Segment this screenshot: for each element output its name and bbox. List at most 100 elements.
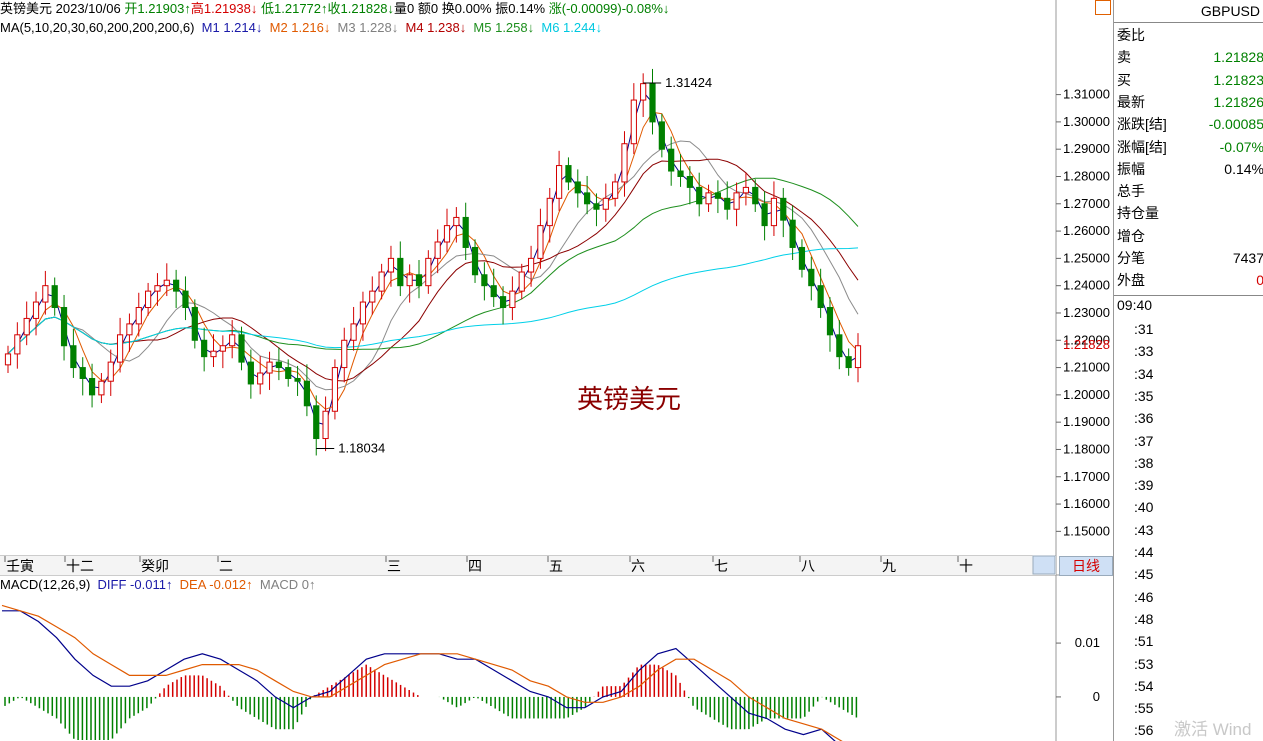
bar-date: 2023/10/06 bbox=[55, 1, 121, 16]
tick-time: :44 bbox=[1134, 544, 1154, 560]
panel-row-label: 买 bbox=[1117, 71, 1131, 88]
tick-time: :38 bbox=[1134, 454, 1154, 471]
chart-canvas: 1.31000 1.30000 1.29000 1.28000 1.27000 1.260… bbox=[0, 0, 1113, 741]
panel-divider bbox=[1114, 22, 1263, 23]
candle-body bbox=[229, 334, 236, 347]
tick-time: :48 bbox=[1134, 610, 1154, 627]
candle-body bbox=[88, 377, 96, 396]
candle-body bbox=[154, 285, 161, 292]
panel-row-label: 增仓 bbox=[1117, 227, 1145, 244]
panel-row: 涨跌[结] -0.00085 bbox=[1114, 113, 1263, 135]
tick-time: :40 bbox=[1134, 499, 1154, 516]
x-axis-band bbox=[0, 556, 1056, 575]
period-button[interactable]: 日线 bbox=[1059, 556, 1113, 576]
candle-body bbox=[4, 353, 12, 366]
panel-row-value: -0.00085 bbox=[1208, 116, 1263, 133]
y-tick-label: 1.20000 bbox=[1063, 387, 1110, 402]
high-value: 1.21938 bbox=[203, 1, 251, 16]
candle-body bbox=[798, 246, 806, 270]
ma4-line bbox=[7, 158, 859, 382]
moving-average-lines bbox=[7, 90, 859, 426]
ma5-value: M5 1.258 bbox=[473, 20, 528, 35]
symbol-title: GBPUSD bbox=[1200, 3, 1260, 19]
y-tick-label: 1.31000 bbox=[1063, 87, 1110, 102]
panel-row-label: 总手 bbox=[1117, 183, 1145, 200]
candle-body bbox=[537, 225, 544, 259]
volume-value: 量0 bbox=[394, 1, 415, 16]
candle-body bbox=[219, 345, 226, 352]
candle-body bbox=[378, 271, 385, 292]
candle-body bbox=[668, 148, 675, 172]
panel-row: 分笔 7437 bbox=[1114, 247, 1263, 269]
ma3-line bbox=[7, 140, 859, 391]
macd-value: MACD 0 bbox=[259, 577, 310, 592]
x-axis-label: 三 bbox=[387, 558, 401, 574]
panel-divider bbox=[1114, 295, 1263, 296]
candle-body bbox=[705, 192, 712, 205]
candle-body bbox=[780, 197, 787, 221]
tick-time: :33 bbox=[1134, 343, 1154, 360]
panel-row-value: -0.07% bbox=[1219, 138, 1263, 155]
y-tick-label: 1.27000 bbox=[1063, 196, 1110, 211]
candle-body bbox=[266, 361, 273, 374]
ma-legend-bar: MA(5,10,20,30,60,200,200,200,6) M1 1.214… bbox=[0, 20, 603, 35]
ma2-value: M2 1.216 bbox=[269, 20, 324, 35]
high-annotation: 1.31424 bbox=[665, 75, 712, 90]
amplitude-value: 振0.14% bbox=[495, 1, 546, 16]
candle-body bbox=[191, 307, 198, 341]
candle-body bbox=[574, 181, 581, 194]
y-tick-label: 1.24000 bbox=[1063, 278, 1110, 293]
turnover-value: 换0.00% bbox=[441, 1, 492, 16]
candle-body bbox=[817, 285, 824, 309]
y-tick-label: 1.17000 bbox=[1063, 469, 1110, 484]
x-axis-label: 十二 bbox=[66, 558, 94, 574]
candle-body bbox=[612, 181, 619, 199]
candle-body bbox=[527, 257, 535, 273]
panel-row-label: 最新 bbox=[1117, 93, 1145, 110]
x-axis-label: 九 bbox=[882, 558, 896, 574]
close-value: 1.21828 bbox=[340, 1, 388, 16]
candle-body bbox=[733, 192, 740, 210]
candle-body bbox=[107, 361, 114, 382]
candle-body bbox=[303, 380, 311, 407]
candle-body bbox=[518, 271, 525, 292]
candle-body bbox=[481, 274, 488, 287]
macd-panel: 0.01 0 bbox=[1, 604, 1100, 741]
candle-body bbox=[658, 121, 665, 150]
ma4-value: M4 1.238 bbox=[405, 20, 460, 35]
panel-row: 卖 1.21828 bbox=[1114, 46, 1263, 68]
panel-row: 增仓 bbox=[1114, 225, 1263, 247]
dea-value: DEA -0.012 bbox=[179, 577, 247, 592]
tick-time: :46 bbox=[1134, 588, 1154, 605]
candle-body bbox=[369, 290, 376, 303]
low-value: 1.21772 bbox=[274, 1, 322, 16]
candle-body bbox=[387, 257, 395, 273]
y-axis-ticks: 1.31000 1.30000 1.29000 1.28000 1.27000 1.260… bbox=[1056, 87, 1110, 538]
candle-body bbox=[406, 274, 413, 287]
tick-time: :37 bbox=[1134, 432, 1154, 449]
panel-row-label: 外盘 bbox=[1117, 272, 1145, 289]
x-axis-label: 癸卯 bbox=[141, 558, 169, 574]
y-tick-label: 1.15000 bbox=[1063, 523, 1110, 538]
candle-body bbox=[116, 334, 124, 363]
candle-body bbox=[210, 350, 217, 358]
panel-row: 振幅 0.14% bbox=[1114, 158, 1263, 180]
window-toggle-icon[interactable] bbox=[1095, 0, 1111, 15]
candle-body bbox=[630, 99, 637, 145]
macd-y-tick-label: 0.01 bbox=[1075, 635, 1100, 650]
open-label: 开 bbox=[124, 1, 138, 16]
ma-params: MA(5,10,20,30,60,200,200,200,6) bbox=[0, 20, 195, 35]
candle-body bbox=[490, 285, 497, 298]
ma1-line bbox=[7, 90, 859, 426]
candle-body bbox=[415, 274, 423, 287]
tick-time: :34 bbox=[1134, 365, 1154, 382]
panel-row-value: 0.14% bbox=[1224, 160, 1263, 177]
x-axis-label: 七 bbox=[714, 558, 728, 574]
candle-body bbox=[509, 290, 516, 309]
y-tick-label: 1.22000 bbox=[1063, 332, 1110, 347]
tick-time: :35 bbox=[1134, 387, 1154, 404]
panel-row-label: 涨跌[结] bbox=[1117, 116, 1167, 133]
x-axis-label: 六 bbox=[631, 558, 645, 574]
tick-time: :51 bbox=[1134, 633, 1154, 650]
candle-body bbox=[752, 186, 759, 205]
